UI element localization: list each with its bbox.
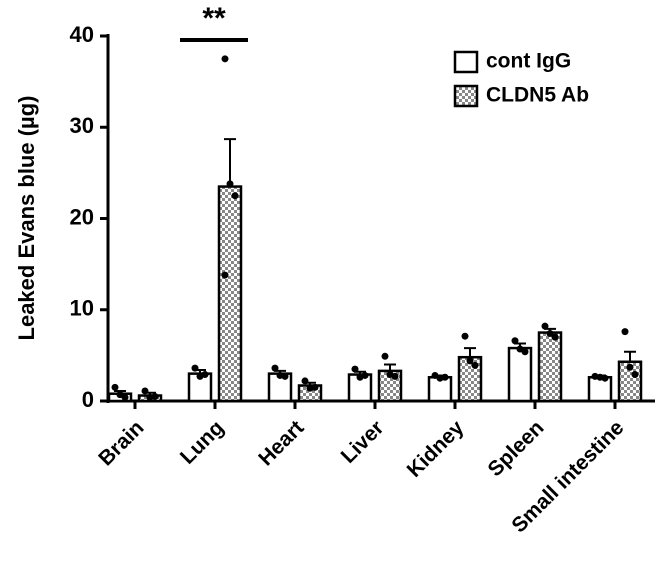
x-tick-label: Liver [337,416,389,468]
data-point [381,352,389,360]
error-bar [624,350,636,362]
y-tick-label: 30 [70,113,94,138]
data-point [621,328,629,336]
error-bar [464,347,476,358]
data-point [221,55,229,63]
y-axis-label: Leaked Evans blue (µg) [14,96,39,341]
y-tick-label: 40 [70,22,94,47]
data-point [546,329,554,337]
y-tick-label: 20 [70,204,94,229]
y-tick-label: 10 [70,296,94,321]
data-point [141,387,149,395]
error-bar [384,363,396,371]
x-tick-label: Kidney [403,416,469,482]
legend-label: CLDN5 Ab [486,84,589,107]
y-tick-label: 0 [82,387,94,412]
x-tick-label: Brain [94,416,148,470]
data-point [461,332,469,340]
bar [587,376,613,403]
significance-label: ** [202,2,226,35]
data-point [201,371,209,379]
data-point [511,337,519,345]
legend-swatch [453,84,479,108]
data-point [271,364,279,372]
data-point [391,372,399,380]
data-point [191,364,199,372]
legend-swatch [453,50,479,74]
data-point [221,271,229,279]
data-point [541,322,549,330]
data-point [631,371,639,379]
bar [507,346,533,403]
data-point [311,383,319,391]
data-point [301,377,309,385]
bar [537,331,563,403]
data-point [281,372,289,380]
x-tick-label: Spleen [484,416,549,481]
data-point [351,365,359,373]
data-point [151,392,159,400]
data-point [361,371,369,379]
data-point [111,383,119,391]
data-point [226,180,234,188]
data-point [521,348,529,356]
legend-label: cont IgG [486,50,571,73]
data-point [231,192,239,200]
data-point [441,373,449,381]
data-point [121,393,129,401]
x-tick-label: Lung [176,416,229,469]
data-point [551,333,559,341]
data-point [626,363,634,371]
x-tick-label: Heart [254,416,308,470]
data-point [601,374,609,382]
data-point [471,361,479,369]
bar [217,185,243,403]
data-point [466,357,474,365]
error-bar [224,138,236,187]
